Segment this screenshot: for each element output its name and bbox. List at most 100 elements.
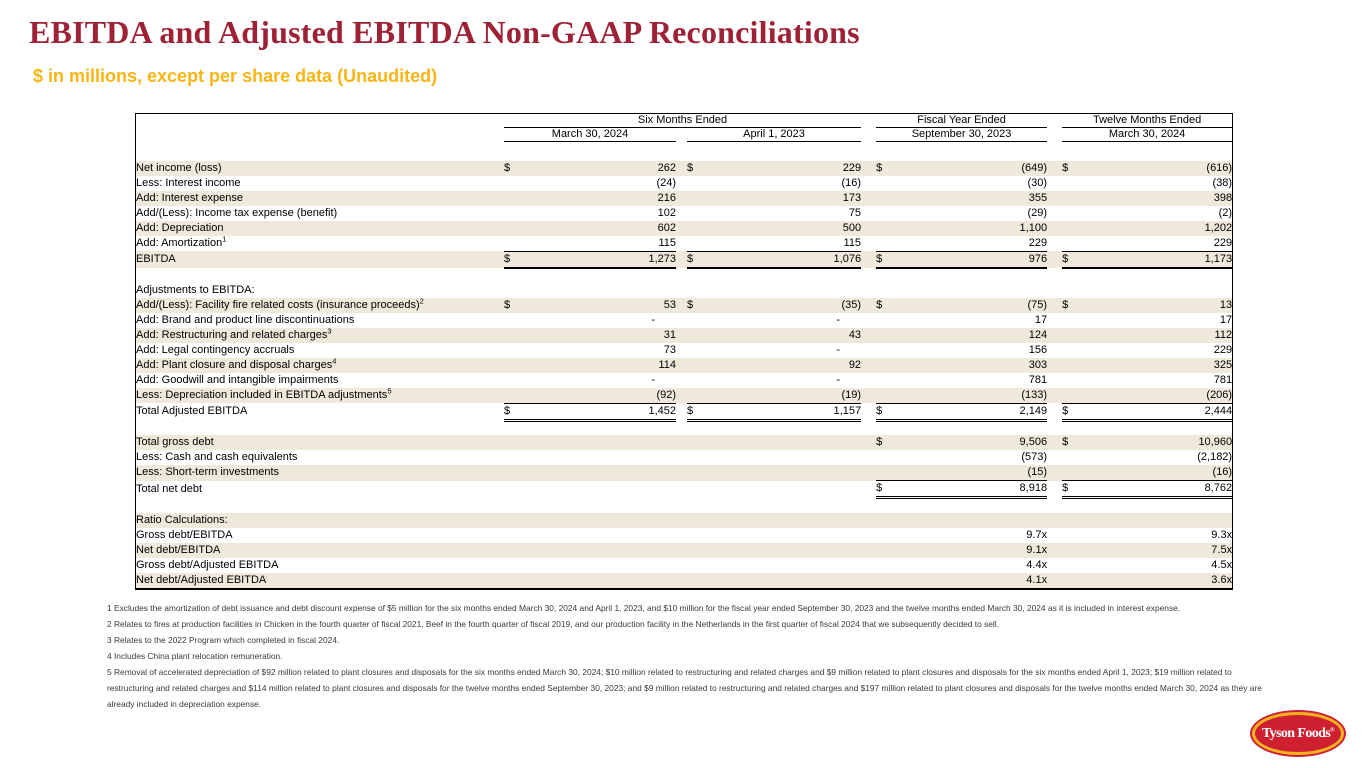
column-gap (676, 176, 687, 191)
dollar-sign-cell: $ (876, 297, 907, 313)
dollar-sign-cell: $ (876, 480, 907, 499)
column-gap (1047, 403, 1062, 420)
value-cell (906, 498, 1047, 513)
dollar-sign-cell (687, 542, 717, 558)
value-cell: - (651, 313, 655, 326)
value-cell: (24) (656, 176, 676, 189)
table-row: Add/(Less): Facility fire related costs … (136, 297, 1233, 313)
column-gap (861, 403, 876, 420)
column-gap (676, 357, 687, 373)
blank-row (136, 498, 1232, 513)
value-cell: (649) (906, 160, 1048, 176)
column-gap (861, 236, 876, 252)
row-label: Less: Interest income (136, 176, 241, 189)
table-row: Less: Cash and cash equivalents (573) (2,1… (136, 450, 1232, 465)
value-cell: 31 (534, 327, 676, 343)
column-gap (1047, 481, 1062, 498)
row-label: Less: Depreciation included in EBITDA ad… (136, 387, 504, 403)
value-cell (1092, 420, 1232, 435)
value-cell (717, 512, 862, 528)
value-cell: 8,762 (1092, 480, 1233, 499)
dollar-sign-cell (1062, 528, 1092, 543)
value-cell (906, 512, 1048, 528)
column-gap (861, 313, 876, 328)
row-label: Gross debt/EBITDA (136, 528, 233, 541)
dollar-sign-cell (687, 220, 717, 236)
column-gap (1047, 465, 1063, 481)
dollar-sign-cell (1062, 572, 1093, 588)
value-cell (717, 528, 861, 543)
dollar-sign-cell: $ (1062, 435, 1093, 450)
row-label: Less: Short-term investments (136, 465, 504, 481)
dollar-sign-cell (876, 313, 906, 328)
tyson-foods-logo-text: Tyson Foods® (1261, 725, 1335, 741)
dollar-sign-cell (504, 498, 534, 513)
value-cell: - (651, 373, 655, 386)
value-cell: 1,273 (534, 251, 676, 269)
table-row: Adjustments to EBITDA: (136, 283, 1232, 298)
value-cell (534, 572, 676, 588)
table-row: Add: Interest expense 216 173 355 398 (136, 190, 1233, 206)
table-row: Gross debt/Adjusted EBITDA 4.4x 4.5x (136, 558, 1232, 573)
column-gap (861, 297, 877, 313)
column-gap (676, 327, 687, 343)
value-cell (906, 420, 1047, 435)
dollar-sign-cell: $ (1062, 297, 1093, 313)
dollar-sign-cell (876, 572, 907, 588)
dollar-sign-cell (687, 283, 717, 298)
dollar-sign-cell (687, 387, 717, 404)
column-gap (1047, 343, 1062, 358)
dollar-sign-cell (504, 176, 534, 191)
dollar-sign-cell (687, 313, 717, 328)
value-cell: 156 (1028, 343, 1048, 356)
dollar-sign-cell (504, 435, 534, 450)
row-label: Total net debt (136, 482, 203, 495)
value-cell: (616) (1092, 160, 1233, 176)
value-cell (534, 268, 676, 283)
dollar-sign-cell (1062, 542, 1093, 558)
footnotes: 1 Excludes the amortization of debt issu… (107, 600, 1269, 712)
row-label: Add/(Less): Income tax expense (benefit) (136, 206, 338, 219)
dollar-sign-cell (1062, 313, 1092, 328)
value-cell: - (836, 343, 841, 356)
table-row: Gross debt/EBITDA 9.7x 9.3x (136, 528, 1232, 543)
column-gap (1047, 435, 1063, 450)
column-gap (676, 572, 687, 588)
footnote-5: 5 Removal of accelerated depreciation of… (107, 667, 1262, 709)
column-gap (1047, 190, 1063, 206)
column-gap (676, 160, 687, 176)
dollar-sign-cell (687, 206, 717, 221)
column-gap (861, 420, 876, 435)
dollar-sign-cell: $ (876, 160, 907, 176)
table-row: Add: Plant closure and disposal charges4… (136, 357, 1233, 373)
value-cell: 4.5x (1211, 558, 1233, 571)
value-cell: - (836, 313, 841, 326)
table-row: Net income (loss) $262 $229 $ (649) $ (616) (136, 160, 1233, 176)
column-gap (861, 542, 877, 558)
blank-row (136, 268, 1232, 283)
value-cell (1092, 268, 1232, 283)
col-group-six-months: Six Months Ended (504, 114, 862, 128)
value-cell (534, 498, 676, 513)
column-gap (861, 160, 877, 176)
row-label: Total gross debt (136, 435, 504, 450)
column-gap (676, 481, 687, 498)
dollar-sign-cell (876, 498, 906, 513)
dollar-sign-cell (504, 481, 534, 498)
value-cell: (75) (906, 297, 1048, 313)
table-row: Total gross debt $9,506 $10,960 (136, 435, 1233, 450)
column-gap (1047, 420, 1062, 435)
column-gap (1047, 313, 1062, 328)
col-date-2: April 1, 2023 (687, 127, 862, 142)
column-gap (1047, 236, 1062, 252)
value-cell (534, 512, 676, 528)
header-gap (676, 128, 687, 142)
value-cell: (38) (1212, 176, 1233, 189)
value-cell: 9.7x (1026, 528, 1048, 541)
page-subtitle: $ in millions, except per share data (Un… (33, 66, 438, 86)
dollar-sign-cell (504, 343, 534, 358)
dollar-sign-cell (687, 190, 717, 206)
value-cell (717, 542, 862, 558)
column-gap (861, 176, 876, 191)
dollar-sign-cell: $ (1062, 403, 1093, 422)
